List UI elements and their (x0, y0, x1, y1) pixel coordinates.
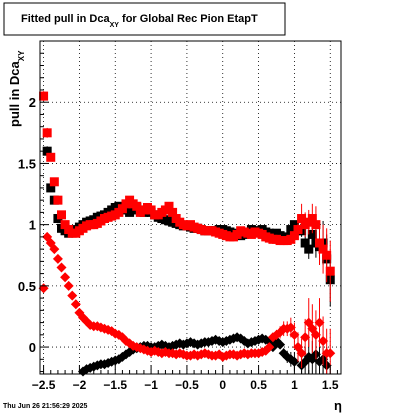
data-point-square (46, 152, 56, 162)
data-point-square (49, 177, 59, 187)
data-point-square (311, 220, 321, 230)
y-axis-label-main: pull in Dca (7, 61, 22, 128)
y-axis-label: pull in DcaXY (7, 50, 26, 127)
data-point-square (307, 214, 317, 224)
title-box (3, 2, 286, 36)
data-point-diamond (56, 262, 67, 273)
x-tick-label: 0.5 (250, 378, 267, 392)
x-tick-label: 0 (219, 378, 226, 392)
chart-title-suffix: for Global Rec Pion EtapT (119, 13, 258, 25)
data-point-diamond (264, 342, 275, 353)
data-point-diamond (318, 335, 329, 346)
data-point-square (297, 214, 307, 224)
data-point-square (325, 266, 335, 276)
data-point-square (318, 244, 328, 254)
data-point-square (132, 201, 142, 211)
data-point-square (315, 238, 324, 248)
data-point-square (42, 128, 52, 138)
data-point-square (53, 195, 63, 205)
data-point-diamond (314, 317, 325, 328)
data-point-square (289, 231, 299, 241)
data-point-square (46, 183, 56, 193)
data-point-diamond (300, 332, 311, 343)
x-axis-label: η (334, 398, 342, 413)
y-tick-label: 0 (29, 340, 36, 355)
data-point-diamond (310, 329, 321, 340)
data-point-square (117, 204, 127, 214)
data-point-square (300, 238, 310, 248)
data-point-diamond (63, 280, 74, 291)
data-point-diamond (52, 253, 63, 264)
data-marks (38, 91, 336, 377)
data-point-square (39, 91, 49, 101)
data-point-diamond (325, 348, 336, 359)
data-point-square (293, 225, 303, 235)
data-point-diamond (70, 299, 81, 310)
data-point-square (304, 244, 314, 254)
data-point-diamond (275, 339, 286, 350)
x-tick-label: 1.5 (322, 378, 339, 392)
data-point-square (146, 205, 156, 215)
series-3 (38, 231, 336, 374)
x-tick-label: −0.5 (175, 378, 199, 392)
plot-frame (39, 40, 342, 375)
data-point-square (168, 207, 178, 217)
data-point-square (60, 220, 70, 230)
axes: −2.5 −2 −1.5 −1 −0.5 0 0.5 1 1.5 0 0.5 1 1.5 2 (18, 52, 339, 392)
chart-title-main: Fitted pull in Dca (21, 13, 110, 25)
data-point-square (57, 210, 66, 220)
x-tick-label: −1.5 (103, 378, 127, 392)
y-axis-label-subscript: XY (17, 50, 26, 61)
data-point-square (42, 146, 52, 156)
data-point-diamond (67, 290, 78, 301)
data-point-square (164, 201, 174, 211)
x-tick-label: −2 (73, 378, 87, 392)
series-1 (39, 91, 335, 302)
x-tick-label: −1 (144, 378, 158, 392)
x-tick-label: −2.5 (32, 378, 56, 392)
chart-title: Fitted pull in DcaXY for Global Rec Pion… (21, 13, 258, 29)
data-point-square (286, 225, 296, 235)
y-tick-label: 1.5 (18, 156, 36, 171)
data-point-diamond (289, 356, 300, 367)
data-point-square (322, 250, 332, 260)
data-point-diamond (49, 244, 60, 255)
data-point-diamond (285, 322, 296, 333)
data-point-square (289, 220, 299, 230)
chart-title-subscript: XY (110, 22, 120, 29)
data-point-diamond (60, 272, 71, 283)
timestamp: Thu Jun 26 21:56:29 2025 (3, 403, 88, 410)
y-tick-label: 0.5 (18, 279, 36, 294)
x-tick-label: 1 (291, 378, 298, 392)
data-point-square (307, 229, 317, 239)
data-point-diamond (289, 329, 300, 340)
data-point-diamond (296, 348, 307, 359)
y-tick-label: 2 (29, 95, 36, 110)
y-tick-label: 1 (29, 218, 36, 233)
